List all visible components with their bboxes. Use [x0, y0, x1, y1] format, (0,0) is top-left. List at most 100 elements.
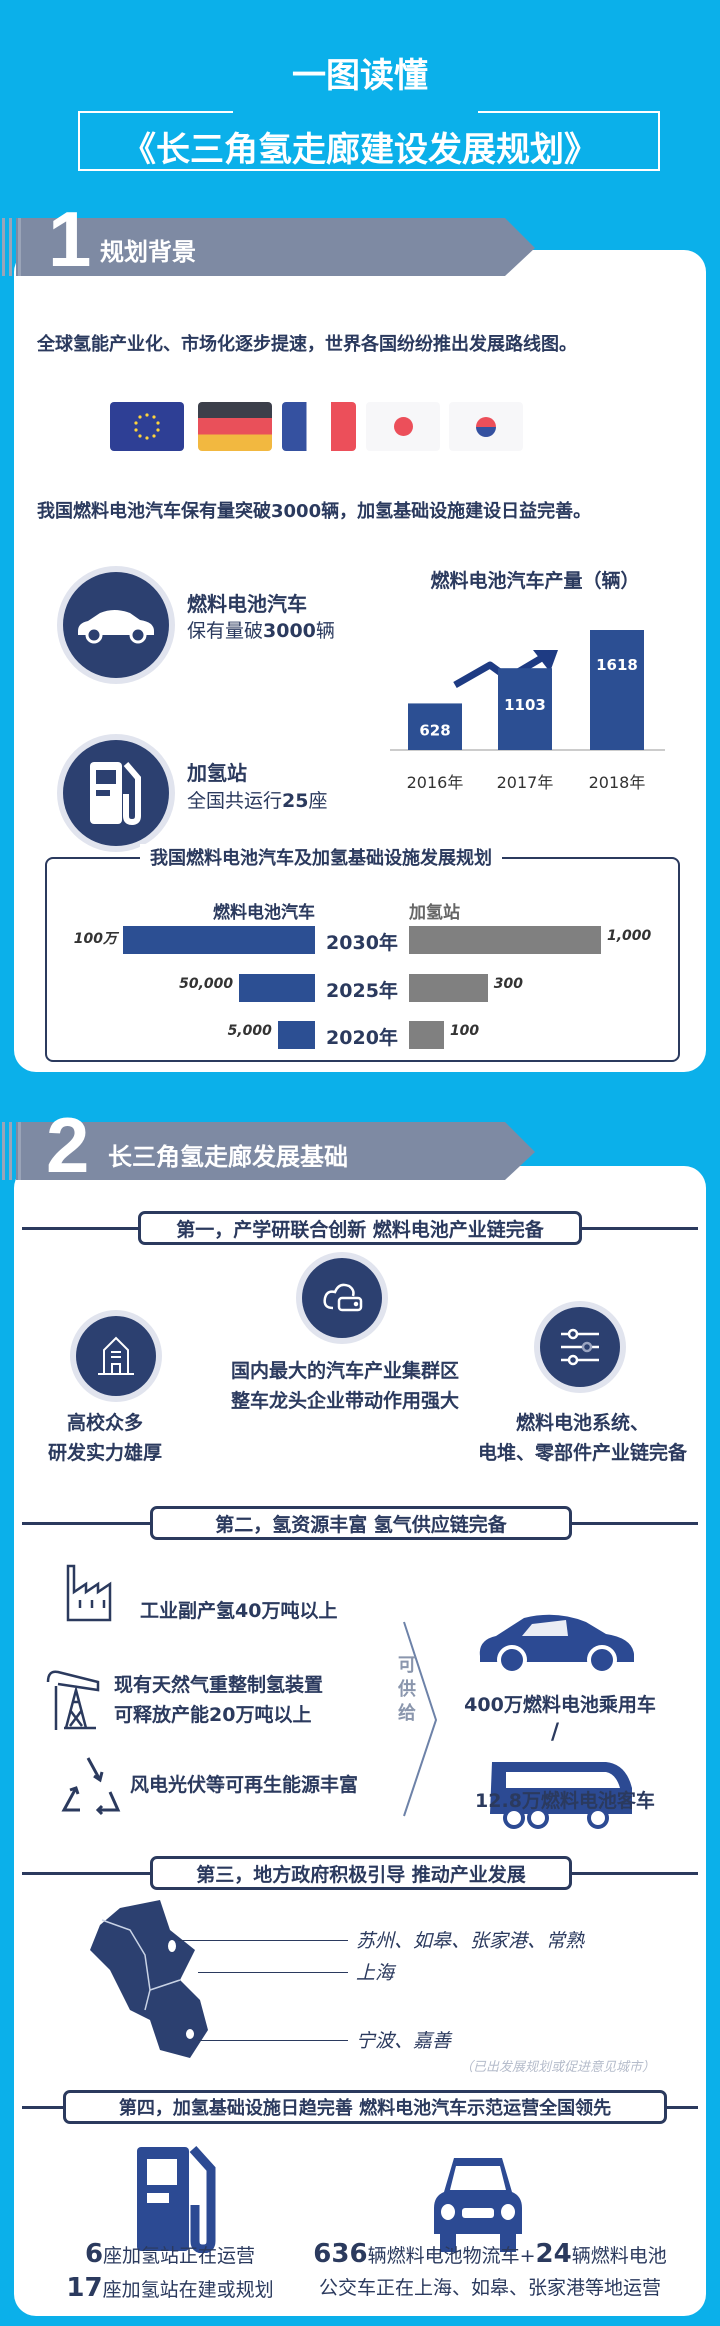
plan-value-stations: 300: [493, 976, 523, 992]
stat-car-post: 辆: [315, 620, 335, 642]
bus-count: 24: [535, 2239, 572, 2269]
trend-arrow-head-icon: [533, 650, 558, 672]
stripe: [2, 1122, 5, 1180]
b4-vehicles-line2: 公交车正在上海、如皋、张家港等地运营: [318, 2277, 661, 2299]
target-bus: 12.8万燃料电池客车: [475, 1790, 655, 1812]
title-frame-line: [78, 111, 233, 113]
factory-icon: [66, 1564, 112, 1622]
section1-number: 1: [48, 195, 92, 283]
stat-car-num: 3000: [263, 620, 316, 642]
section1-band: [16, 218, 535, 276]
section2-title: 长三角氢走廊发展基础: [108, 1143, 348, 1171]
b1-item-text: 国内最大的汽车产业集群区: [230, 1360, 459, 1382]
source-text: 可释放产能20万吨以上: [114, 1704, 312, 1726]
b4-stations-line1: 6座加氢站正在运营: [30, 2238, 310, 2272]
title-main: 《长三角氢走廊建设发展规划》: [122, 130, 598, 170]
city-shanghai: 上海: [356, 1962, 395, 1984]
university-building-icon: [76, 1316, 156, 1396]
stripe: [18, 1122, 21, 1180]
plan-value-vehicles: 5,000: [227, 1023, 272, 1039]
fuel-pump-icon: [63, 740, 169, 846]
map-note: （已出发展规划或促进意见城市）: [460, 2060, 656, 2075]
stations-planned-count: 17: [66, 2273, 103, 2303]
plan-year-label: 2030年: [326, 932, 398, 954]
plan-value-vehicles: 50,000: [179, 976, 234, 992]
cities-zhejiang: 宁波、嘉善: [356, 2030, 452, 2052]
production-year-label: 2016年: [407, 773, 464, 792]
plan-value-stations: 100: [449, 1023, 480, 1039]
production-bar: [498, 668, 552, 750]
production-bar: [408, 703, 462, 750]
plan-bar-stations: [409, 926, 601, 954]
stat-car-desc: 保有量破3000辆: [187, 616, 335, 643]
stat-station-pre: 全国共运行: [187, 790, 283, 812]
target-passenger: 400万燃料电池乘用车: [464, 1694, 656, 1716]
source-industrial: 工业副产氢40万吨以上: [140, 1600, 338, 1622]
production-bar-label: 1103: [504, 696, 546, 714]
b4-vehicles-text: 636辆燃料电池物流车+24辆燃料电池 公交车正在上海、如皋、张家港等地运营: [290, 2238, 690, 2304]
oil-pump-icon: [46, 1670, 100, 1730]
source-text: 现有天然气重整制氢装置: [114, 1674, 324, 1696]
plan-bar-vehicles: [123, 926, 315, 954]
stations-operating-count: 6: [84, 2239, 104, 2269]
passenger-car-icon: [479, 1614, 634, 1675]
section2-number: 2: [46, 1101, 90, 1189]
b1-item-auto-cluster: 国内最大的汽车产业集群区 整车龙头企业带动作用强大: [190, 1356, 500, 1416]
car-front-icon: [434, 2158, 522, 2252]
sliders-icon: [540, 1307, 620, 1387]
b1-item-text: 高校众多: [66, 1412, 143, 1434]
section1-line1: 全球氢能产业化、市场化逐步提速，世界各国纷纷推出发展路线图。: [37, 334, 577, 355]
title-frame: [78, 111, 660, 171]
source-natural-gas: 现有天然气重整制氢装置 可释放产能20万吨以上: [114, 1670, 323, 1730]
car-icon: [63, 572, 169, 678]
bus-icon: [490, 1762, 632, 1829]
stripe: [18, 218, 21, 276]
france-flag: [282, 402, 356, 451]
eu-flag: [110, 402, 184, 451]
plan-value-stations: 1,000: [607, 928, 652, 944]
plan-value-vehicles: 100万: [73, 931, 117, 947]
section1-title: 规划背景: [100, 238, 196, 266]
production-year-label: 2017年: [497, 773, 554, 792]
germany-flag: [198, 402, 272, 451]
production-year-label: 2018年: [589, 773, 646, 792]
production-chart-title: 燃料电池汽车产量（辆）: [430, 570, 640, 592]
stations-planned-label: 座加氢站在建或规划: [102, 2279, 274, 2301]
stat-station-title: 加氢站: [187, 761, 247, 785]
b4-stations-text: 6座加氢站正在运营 17座加氢站在建或规划: [30, 2238, 310, 2306]
supply-label: 可供给: [398, 1655, 416, 1724]
source-renewable: 风电光伏等可再生能源丰富: [130, 1774, 359, 1796]
stat-station-post: 座: [308, 790, 328, 812]
plan-year-label: 2025年: [326, 980, 398, 1002]
b1-item-text: 电堆、零部件产业链完备: [477, 1442, 687, 1464]
target-separator: /: [550, 1720, 560, 1745]
section1-line2: 我国燃料电池汽车保有量突破3000辆，加氢基础设施建设日益完善。: [37, 501, 592, 522]
banner-1: 第一，产学研联合创新 燃料电池产业链完备: [138, 1211, 582, 1245]
stations-operating-label: 座加氢站正在运营: [103, 2245, 256, 2267]
plan-legend-vehicles: 燃料电池汽车: [213, 903, 315, 923]
title-small: 一图读懂: [292, 56, 428, 96]
plan-bar-stations: [409, 1021, 444, 1049]
map-leader: [198, 1972, 348, 1973]
korea-flag: [449, 402, 523, 451]
stat-station-desc: 全国共运行25座: [187, 786, 327, 813]
b1-item-supply-chain: 燃料电池系统、 电堆、零部件产业链完备: [460, 1408, 705, 1468]
stat-station-num: 25: [282, 790, 309, 812]
cities-jiangsu: 苏州、如皋、张家港、常熟: [356, 1930, 585, 1952]
logistics-label: 辆燃料电池物流车+: [367, 2245, 536, 2267]
section2-band: [16, 1122, 535, 1180]
chevron-right-icon: [403, 1621, 438, 1817]
stripe: [2, 218, 5, 276]
bus-label: 辆燃料电池: [571, 2245, 667, 2267]
logistics-count: 636: [313, 2239, 368, 2269]
map-leader: [178, 1940, 348, 1941]
banner-3: 第三，地方政府积极引导 推动产业发展: [150, 1856, 572, 1890]
b4-stations-line2: 17座加氢站在建或规划: [30, 2272, 310, 2306]
b1-item-text: 研发实力雄厚: [47, 1442, 162, 1464]
stat-car-title: 燃料电池汽车: [187, 592, 307, 616]
production-chart: 628 2016年 1103 2017年 1618 2018年: [390, 630, 665, 792]
production-bar-label: 628: [419, 721, 450, 739]
banner-4: 第四，加氢基础设施日趋完善 燃料电池汽车示范运营全国领先: [63, 2090, 667, 2124]
fuel-pump-icon: [137, 2145, 216, 2253]
b1-item-universities: 高校众多研发实力雄厚: [20, 1408, 190, 1468]
